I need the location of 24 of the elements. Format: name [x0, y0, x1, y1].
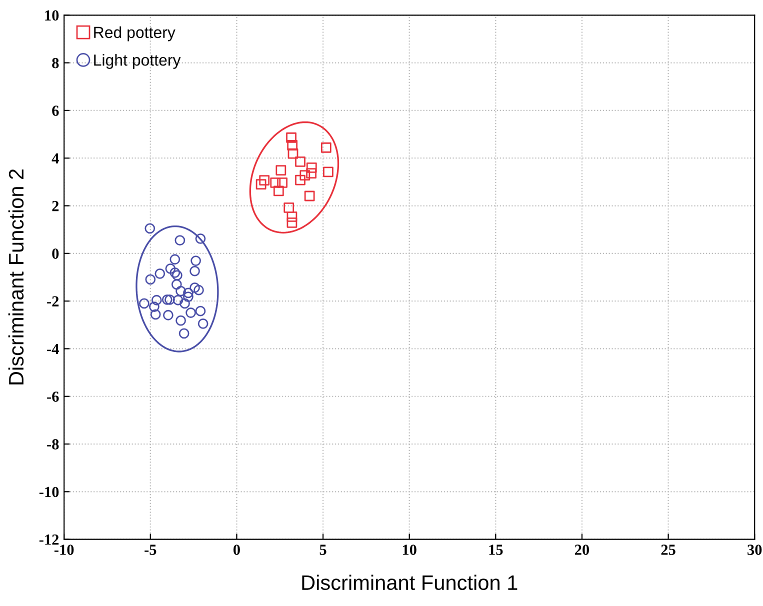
y-tick-label: 0 — [52, 248, 59, 259]
legend-label: Light pottery — [94, 54, 181, 69]
x-tick-label: 20 — [574, 544, 590, 555]
y-tick-label: -4 — [47, 344, 59, 354]
x-axis-title: Discriminant Function 1 — [302, 574, 518, 590]
x-tick-label: 15 — [489, 544, 503, 555]
legend-label: Red pottery — [94, 26, 176, 42]
y-tick-label: 2 — [52, 200, 59, 212]
y-tick-label: 6 — [52, 106, 59, 116]
y-tick-label: -10 — [39, 486, 59, 498]
y-tick-label: -2 — [47, 296, 59, 306]
x-tick-label: 0 — [233, 544, 240, 555]
y-tick-label: -6 — [47, 392, 59, 402]
x-tick-label: 25 — [661, 544, 676, 555]
y-axis-title: Discriminant Function 2 — [8, 169, 24, 384]
y-tick-label: -12 — [39, 534, 59, 545]
y-tick-label: 8 — [52, 58, 59, 68]
x-tick-label: 5 — [320, 544, 326, 555]
y-tick-label: 10 — [45, 10, 59, 21]
y-tick-label: 4 — [52, 153, 59, 164]
x-tick-label: -5 — [144, 544, 156, 555]
y-tick-label: -8 — [47, 439, 59, 450]
x-tick-label: 10 — [402, 544, 416, 555]
x-tick-label: 30 — [748, 544, 762, 555]
